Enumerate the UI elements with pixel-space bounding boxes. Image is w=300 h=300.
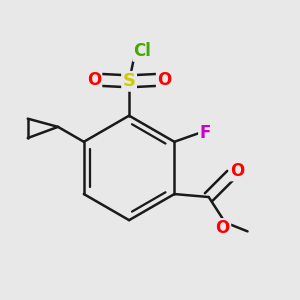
Text: S: S (123, 72, 136, 90)
Text: O: O (216, 219, 230, 237)
Text: O: O (87, 71, 101, 89)
Text: F: F (200, 124, 211, 142)
Text: O: O (157, 71, 172, 89)
Text: O: O (230, 162, 244, 180)
Text: Cl: Cl (134, 43, 152, 61)
